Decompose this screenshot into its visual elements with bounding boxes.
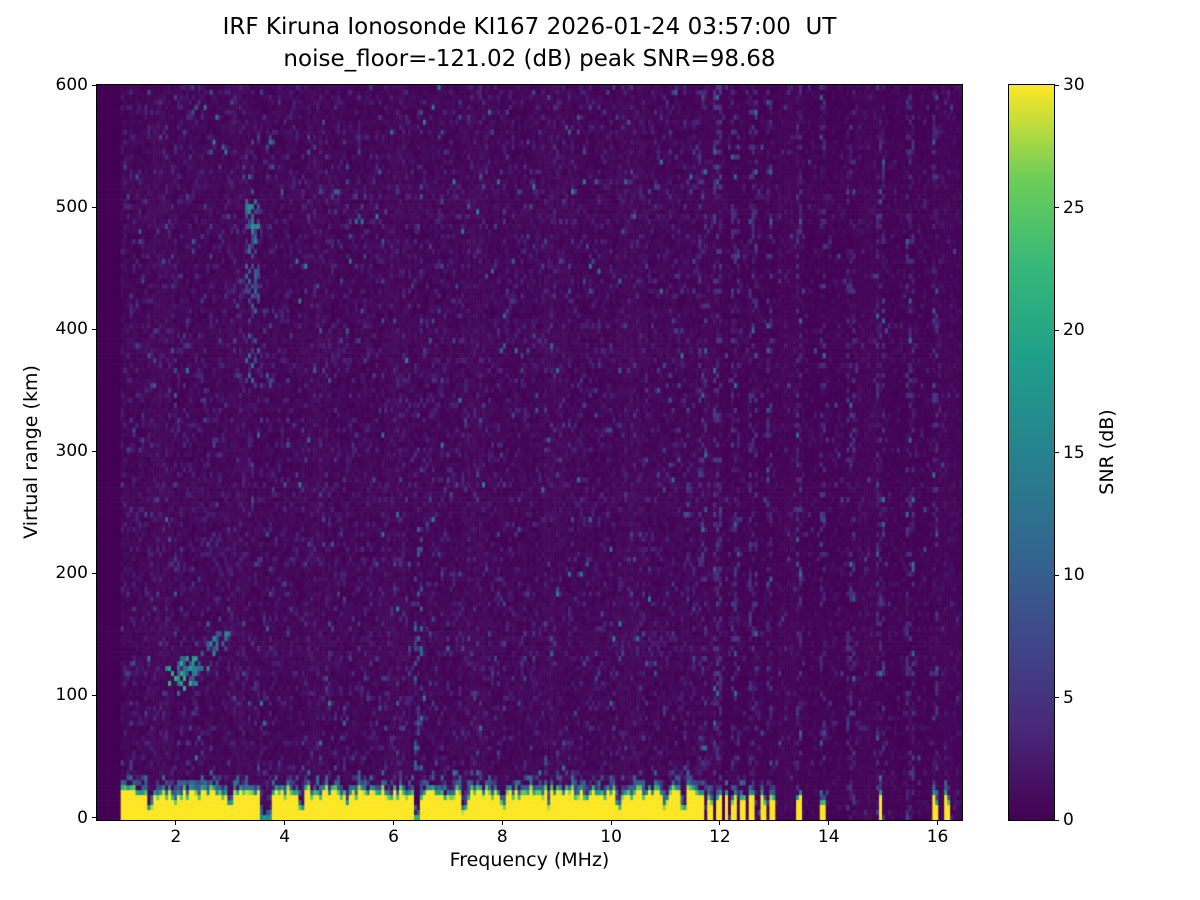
y-tick-label: 200 bbox=[55, 563, 88, 584]
x-tick-label: 2 bbox=[170, 827, 182, 847]
x-axis-label: Frequency (MHz) bbox=[449, 849, 610, 871]
colorbar-tick-label: 15 bbox=[1063, 442, 1085, 463]
x-tick-label: 12 bbox=[709, 827, 731, 847]
colorbar-tick-mark bbox=[1055, 329, 1059, 331]
x-tick-mark bbox=[175, 821, 177, 825]
x-tick-mark bbox=[501, 821, 503, 825]
colorbar-tick-mark bbox=[1055, 207, 1059, 208]
colorbar-tick-mark bbox=[1055, 819, 1059, 821]
colorbar-tick-label: 30 bbox=[1063, 75, 1085, 95]
chart-subtitle: noise_floor=-121.02 (dB) peak SNR=98.68 bbox=[283, 46, 776, 72]
colorbar-tick-mark bbox=[1055, 574, 1059, 576]
colorbar bbox=[1008, 84, 1055, 821]
y-tick-label: 400 bbox=[55, 319, 88, 340]
y-tick-label: 0 bbox=[77, 807, 88, 828]
y-tick-mark bbox=[92, 450, 96, 452]
y-tick-mark bbox=[92, 572, 96, 574]
x-tick-label: 14 bbox=[817, 827, 840, 847]
colorbar-tick-mark bbox=[1055, 84, 1059, 86]
y-tick-mark bbox=[92, 328, 96, 330]
x-tick-mark bbox=[610, 821, 612, 825]
y-tick-mark bbox=[92, 206, 96, 208]
x-tick-label: 4 bbox=[279, 827, 291, 847]
x-tick-mark bbox=[392, 821, 394, 825]
y-tick-label: 500 bbox=[55, 197, 88, 218]
y-tick-label: 100 bbox=[55, 685, 88, 706]
y-tick-label: 600 bbox=[55, 75, 88, 95]
colorbar-tick-label: 10 bbox=[1063, 565, 1085, 585]
colorbar-gradient bbox=[1009, 85, 1054, 820]
y-tick-mark bbox=[92, 694, 96, 696]
colorbar-tick-mark bbox=[1055, 697, 1059, 698]
x-tick-label: 10 bbox=[600, 827, 622, 847]
x-tick-label: 8 bbox=[496, 827, 508, 847]
x-tick-label: 6 bbox=[388, 827, 399, 847]
x-tick-mark bbox=[719, 821, 721, 825]
x-tick-mark bbox=[937, 821, 939, 825]
colorbar-tick-label: 25 bbox=[1063, 197, 1085, 218]
x-tick-mark bbox=[284, 821, 286, 825]
colorbar-tick-label: 20 bbox=[1063, 320, 1085, 340]
plot-area bbox=[96, 84, 963, 821]
chart-title: IRF Kiruna Ionosonde KI167 2026-01-24 03… bbox=[222, 14, 837, 40]
y-tick-label: 300 bbox=[55, 441, 88, 462]
colorbar-tick-mark bbox=[1055, 452, 1059, 453]
y-tick-mark bbox=[92, 84, 96, 86]
colorbar-tick-label: 0 bbox=[1063, 810, 1074, 830]
y-tick-mark bbox=[92, 817, 96, 819]
colorbar-label: SNR (dB) bbox=[1096, 409, 1118, 495]
heatmap-canvas bbox=[97, 85, 962, 820]
x-tick-label: 16 bbox=[926, 827, 949, 847]
colorbar-tick-label: 5 bbox=[1063, 687, 1074, 708]
x-tick-mark bbox=[828, 821, 830, 825]
